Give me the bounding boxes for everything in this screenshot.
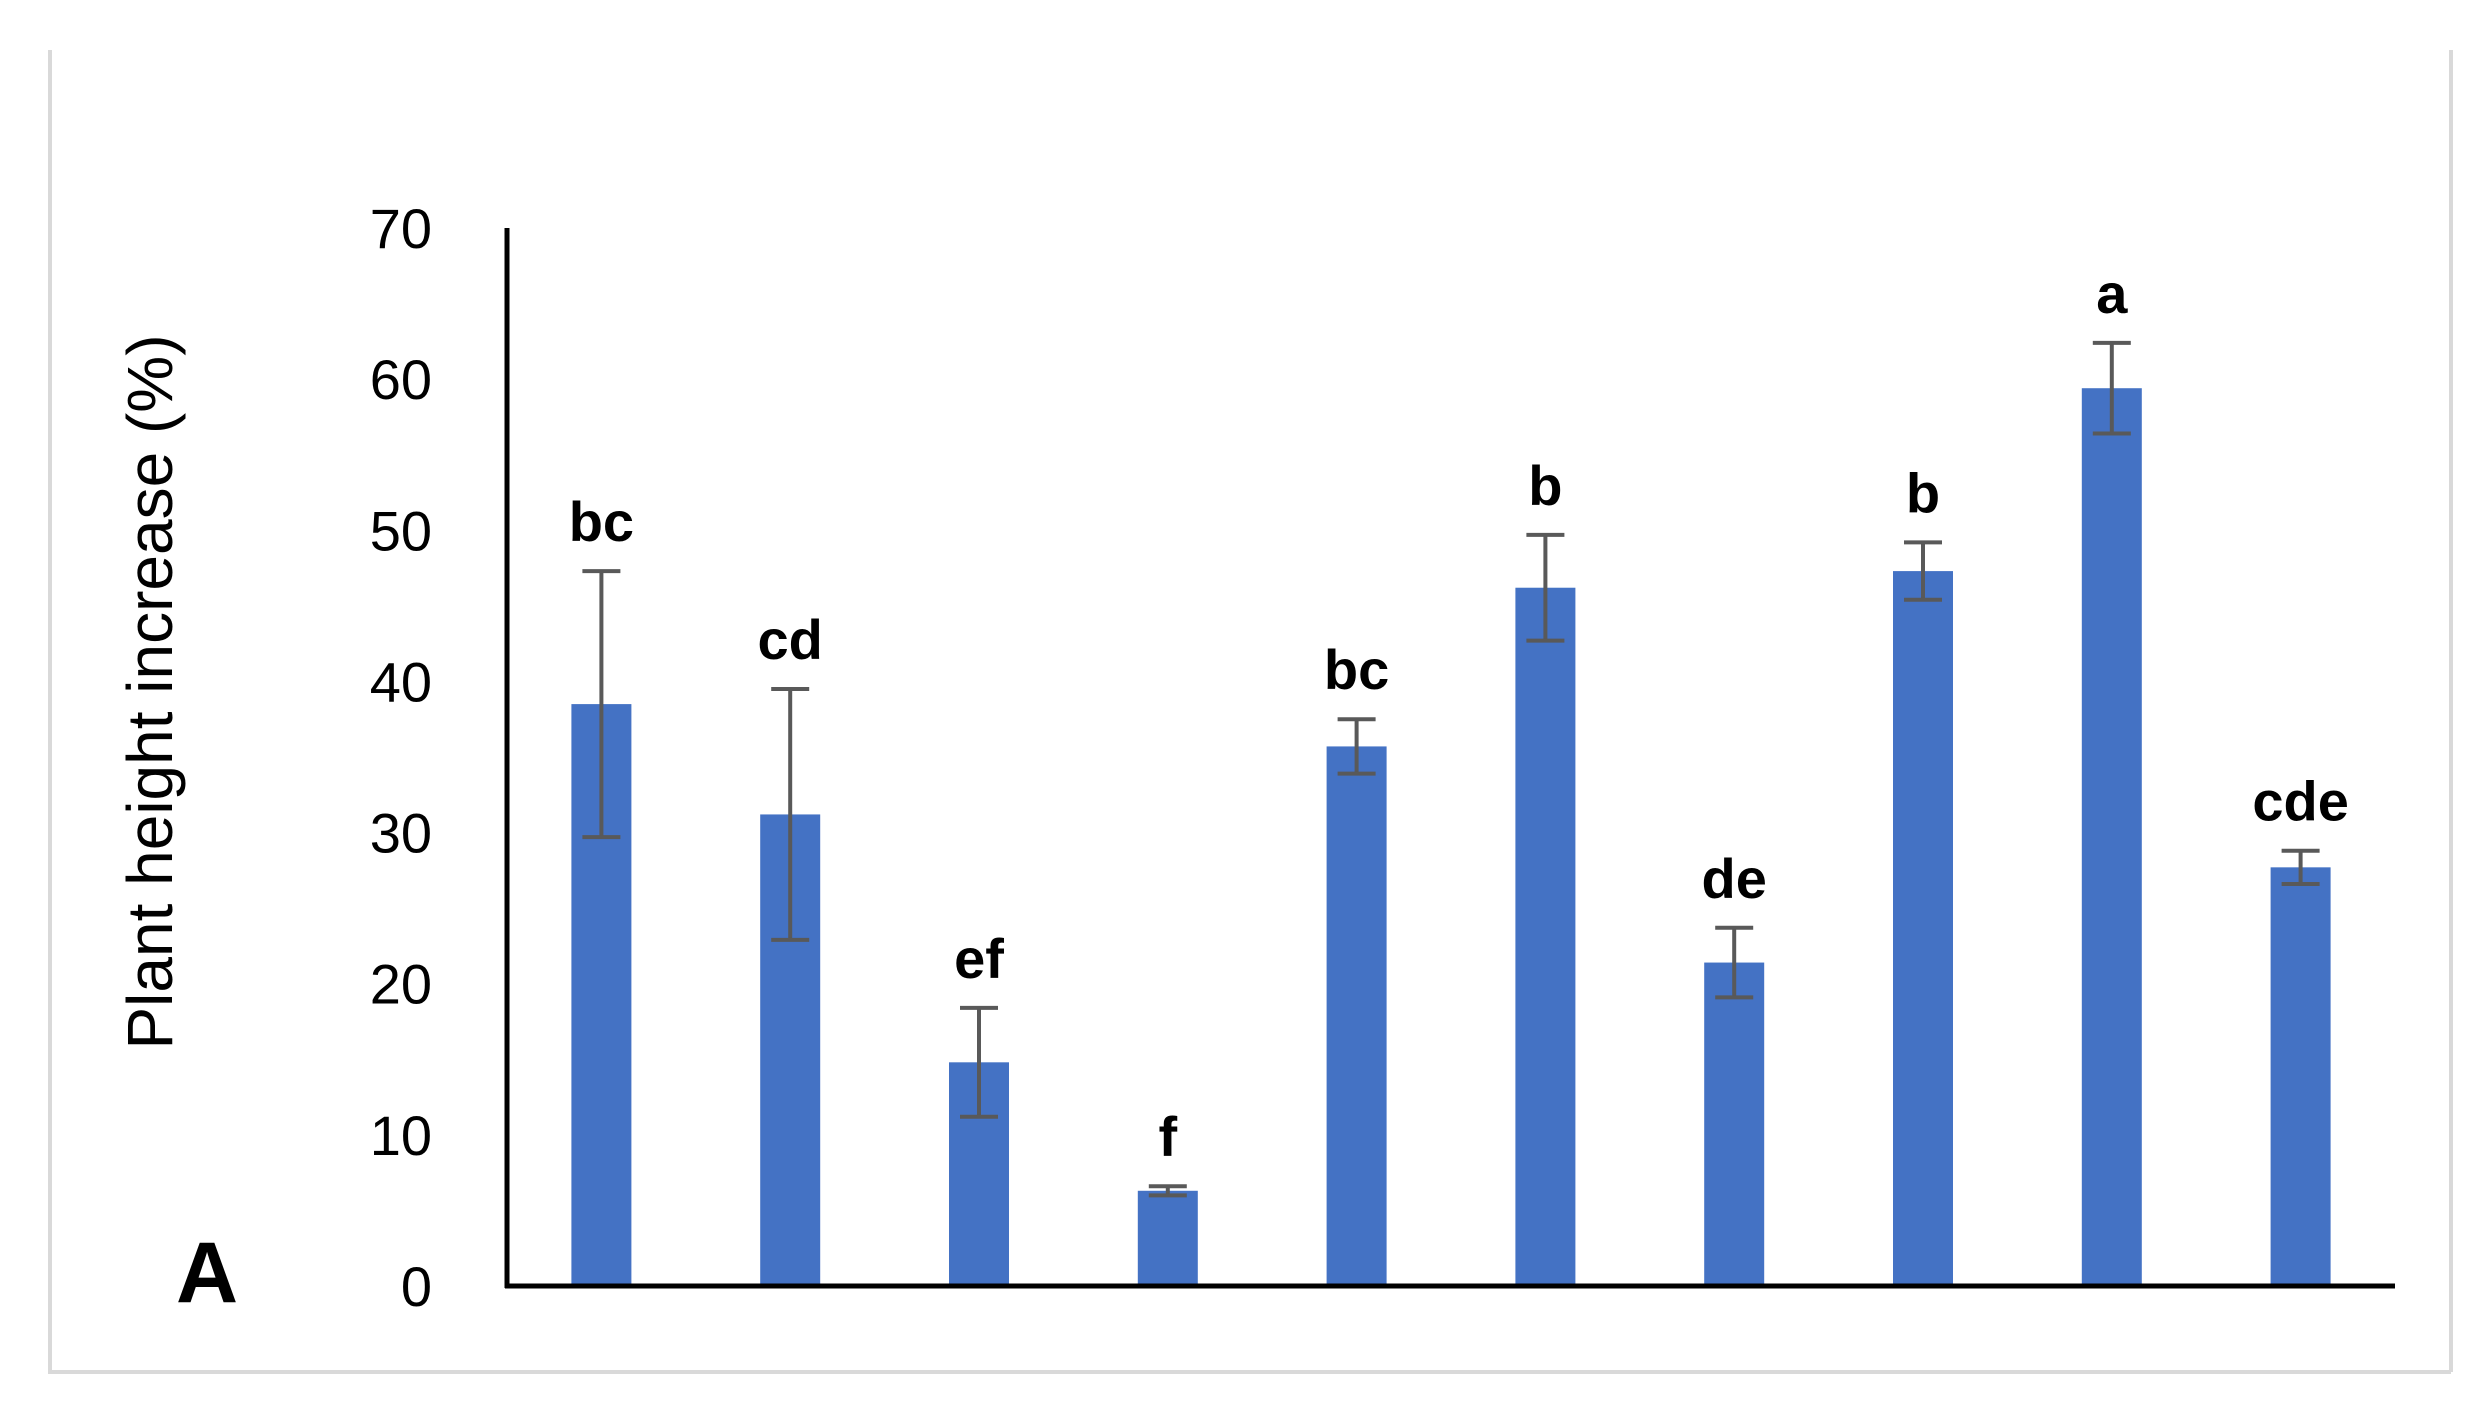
bar: [1704, 962, 1765, 1286]
bar: [1893, 571, 1953, 1286]
significance-label: f: [1158, 1105, 1177, 1168]
significance-label: de: [1702, 847, 1767, 910]
error-bar: [960, 1005, 998, 1119]
error-bar: [1715, 925, 1754, 1000]
error-bars: [582, 340, 2320, 1198]
y-tick-label: 0: [401, 1255, 432, 1318]
y-tick-label: 30: [370, 802, 432, 865]
error-bar: [1337, 717, 1376, 776]
error-bar: [771, 686, 810, 942]
bar: [1326, 746, 1387, 1286]
error-bar: [1526, 532, 1565, 643]
error-bar: [2281, 848, 2320, 886]
bar: [1515, 587, 1576, 1286]
y-tick-label: 60: [370, 348, 432, 411]
significance-label: cde: [2252, 770, 2349, 833]
bar: [1137, 1190, 1198, 1286]
significance-label: b: [1906, 461, 1940, 524]
significance-label: bc: [1324, 638, 1389, 701]
y-axis-ticks: 0 10 20 30 40 50 60 70: [370, 197, 432, 1318]
y-tick-label: 10: [370, 1104, 432, 1167]
panel-label: A: [176, 1225, 238, 1321]
error-bar: [1148, 1184, 1187, 1198]
bars: [571, 388, 2331, 1286]
y-tick-label: 70: [370, 197, 432, 260]
y-tick-label: 20: [370, 953, 432, 1016]
error-bar: [582, 569, 621, 840]
significance-label: ef: [954, 927, 1004, 990]
error-bar: [2092, 340, 2131, 436]
y-axis-title: Plant height increase (%): [114, 334, 186, 1049]
error-bar: [1904, 540, 1942, 602]
bar: [2270, 867, 2331, 1286]
y-tick-label: 50: [370, 499, 432, 562]
significance-labels: bc cd ef f bc b de b a cde: [569, 262, 2349, 1168]
significance-label: b: [1528, 454, 1562, 517]
y-tick-label: 40: [370, 650, 432, 713]
significance-label: cd: [758, 608, 823, 671]
bar: [2081, 388, 2142, 1286]
significance-label: bc: [569, 490, 634, 553]
significance-label: a: [2096, 262, 2128, 325]
